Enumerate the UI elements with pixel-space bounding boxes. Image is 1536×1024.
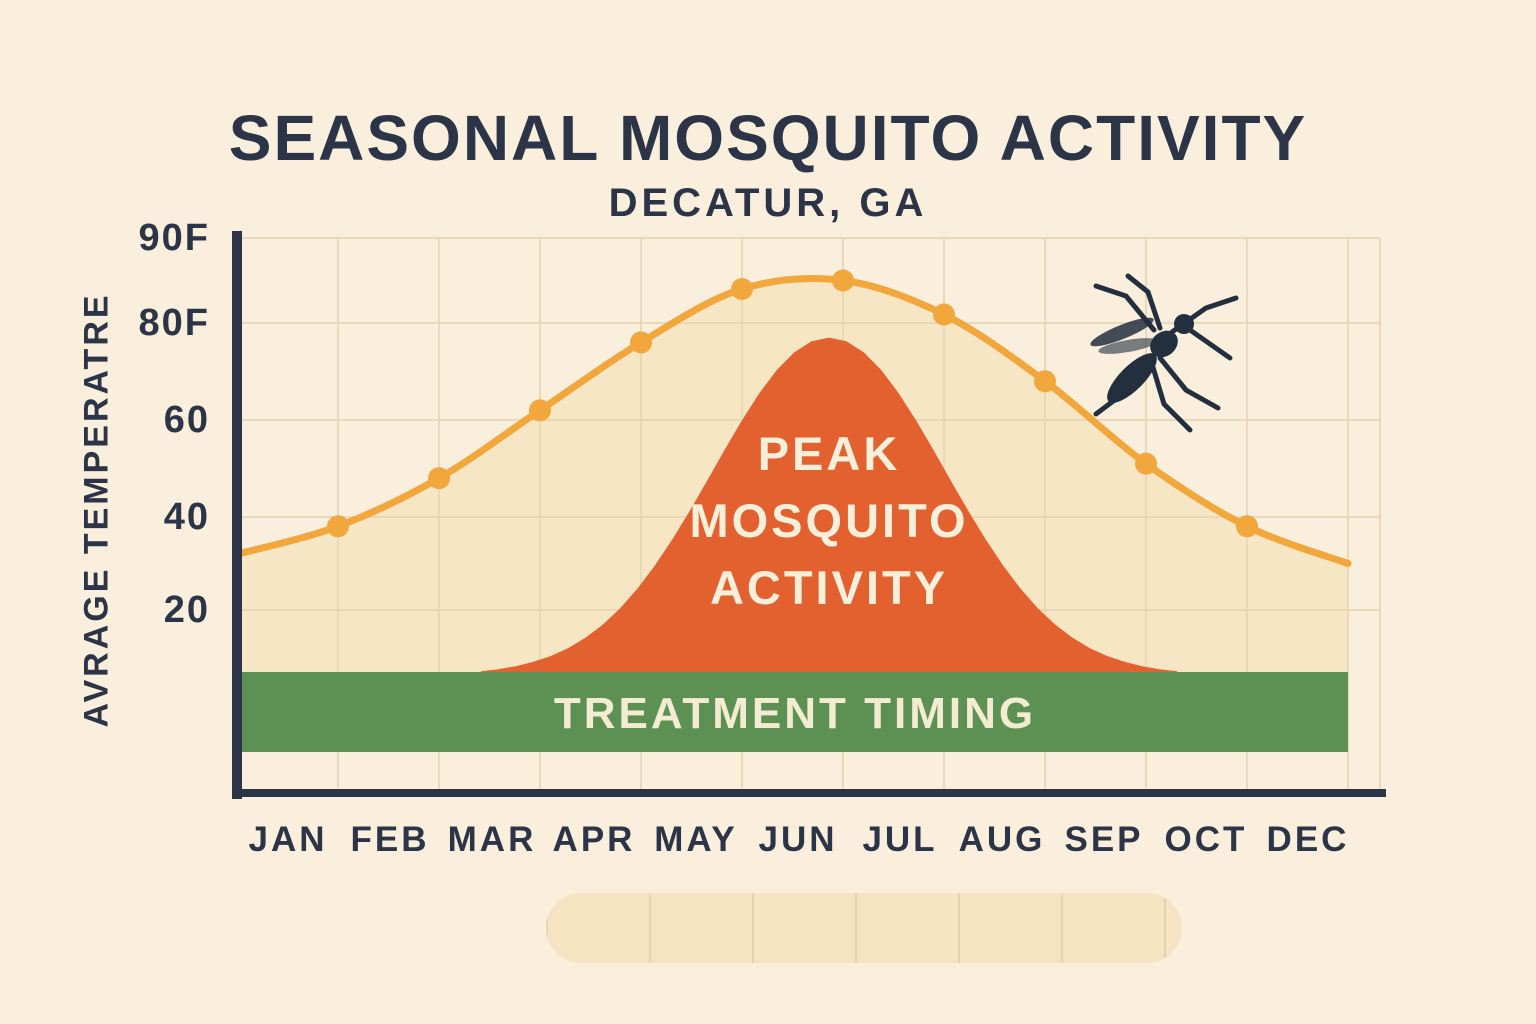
x-tick-label: APR — [552, 820, 636, 859]
chart-subtitle: DECATUR, GA — [608, 181, 928, 226]
chart-plot-area: PEAK MOSQUITO ACTIVITY TREATMENT TIMING — [232, 231, 1386, 799]
x-tick-label: MAY — [654, 820, 738, 859]
y-tick-label: 80F — [138, 302, 210, 344]
x-tick-label: OCT — [1164, 820, 1248, 859]
x-tick-label: JUL — [862, 820, 938, 859]
y-tick-label: 40 — [163, 496, 210, 538]
x-tick-label: MAR — [447, 820, 537, 859]
x-tick-label: DEC — [1266, 820, 1350, 859]
peak-activity-label: MOSQUITO — [689, 494, 968, 547]
treatment-timing-label: TREATMENT TIMING — [554, 689, 1036, 738]
x-tick-label: JAN — [248, 820, 328, 859]
peak-activity-label: ACTIVITY — [710, 561, 948, 614]
x-tick-label: SEP — [1064, 820, 1144, 859]
x-tick-label: FEB — [350, 820, 430, 859]
chart-title: SEASONAL MOSQUITO ACTIVITY — [228, 101, 1308, 174]
decorative-bottom-bar — [546, 893, 1182, 963]
mosquito-icon — [1090, 273, 1239, 433]
y-tick-label: 20 — [163, 589, 210, 631]
y-tick-label: 90F — [138, 217, 210, 259]
x-tick-label: AUG — [958, 820, 1046, 859]
x-tick-label: JUN — [758, 820, 838, 859]
y-tick-label: 60 — [163, 399, 210, 441]
peak-activity-label: PEAK — [758, 427, 901, 480]
x-axis-tick-labels: JAN FEB MAR APR MAY JUN JUL AUG SEP OCT DEC — [237, 820, 1359, 860]
